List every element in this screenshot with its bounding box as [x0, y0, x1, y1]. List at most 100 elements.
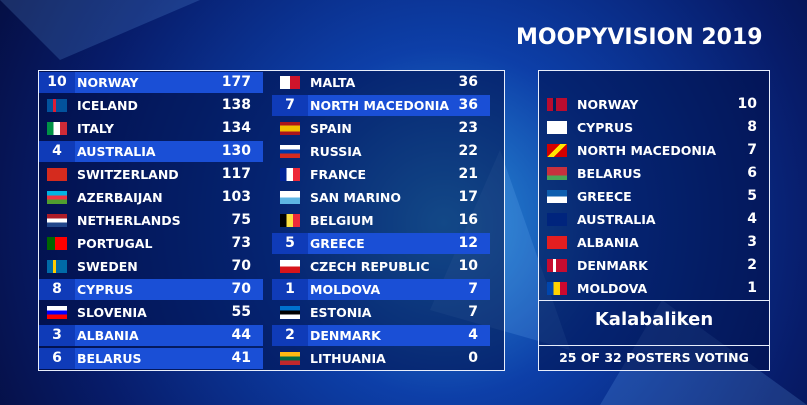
result-row: NETHERLANDS 75 [39, 210, 263, 231]
country-name: NORWAY [77, 75, 139, 90]
bg-shape [0, 0, 200, 60]
result-row: ITALY 134 [39, 118, 263, 139]
vote-points: 1 [747, 280, 757, 296]
points-awarded: 10 [39, 72, 75, 93]
country-name: NORTH MACEDONIA [310, 98, 450, 113]
result-row: FRANCE 21 [272, 164, 490, 185]
total-score: 17 [458, 189, 478, 205]
country-name: LITHUANIA [310, 351, 386, 366]
flag [547, 167, 567, 180]
result-row: 1 MOLDOVA 7 [272, 279, 490, 300]
country-name: MALTA [310, 75, 356, 90]
result-row: SWEDEN 70 [39, 256, 263, 277]
flag [47, 237, 67, 250]
flag [280, 76, 300, 89]
result-row: BELGIUM 16 [272, 210, 490, 231]
total-score: 4 [468, 327, 478, 343]
points-awarded: 7 [272, 95, 308, 116]
country-name: GREECE [577, 189, 632, 204]
country-name: CYPRUS [77, 282, 134, 297]
country-name: CZECH REPUBLIC [310, 259, 430, 274]
vote-row: GREECE 5 [539, 186, 769, 207]
vote-points: 2 [747, 257, 757, 273]
voting-status: 25 OF 32 POSTERS VOTING [559, 350, 749, 365]
country-name: NETHERLANDS [77, 213, 181, 228]
vote-row: NORWAY 10 [539, 94, 769, 115]
voter-name: Kalabaliken [594, 309, 714, 330]
flag [280, 191, 300, 204]
flag [547, 144, 567, 157]
flag [547, 213, 567, 226]
flag [47, 260, 67, 273]
total-score: 44 [231, 327, 251, 343]
vote-points: 3 [747, 234, 757, 250]
country-name: SWEDEN [77, 259, 138, 274]
total-score: 22 [458, 143, 478, 159]
total-score: 36 [458, 97, 478, 113]
flag [547, 259, 567, 272]
country-name: NORWAY [577, 97, 639, 112]
votes-panel: Kalabaliken 25 OF 32 POSTERS VOTING NORW… [538, 70, 770, 371]
total-score: 117 [221, 166, 251, 182]
country-name: MOLDOVA [310, 282, 381, 297]
country-name: ESTONIA [310, 305, 372, 320]
country-name: AUSTRALIA [577, 212, 656, 227]
title: MOOPYVISION 2019 [516, 25, 763, 50]
result-row: RUSSIA 22 [272, 141, 490, 162]
result-row: SLOVENIA 55 [39, 302, 263, 323]
vote-points: 5 [747, 188, 757, 204]
points-awarded: 2 [272, 325, 308, 346]
result-row: 8 CYPRUS 70 [39, 279, 263, 300]
country-name: PORTUGAL [77, 236, 153, 251]
flag [47, 99, 67, 112]
flag [547, 121, 567, 134]
country-name: FRANCE [310, 167, 367, 182]
total-score: 10 [458, 258, 478, 274]
points-awarded: 8 [39, 279, 75, 300]
result-row: 3 ALBANIA 44 [39, 325, 263, 346]
country-name: ALBANIA [77, 328, 139, 343]
country-name: SPAIN [310, 121, 352, 136]
country-name: ICELAND [77, 98, 138, 113]
country-name: ITALY [77, 121, 114, 136]
result-row: 10 NORWAY 177 [39, 72, 263, 93]
total-score: 0 [468, 350, 478, 366]
total-score: 130 [221, 143, 251, 159]
flag [547, 236, 567, 249]
country-name: RUSSIA [310, 144, 362, 159]
flag [280, 214, 300, 227]
total-score: 7 [468, 304, 478, 320]
vote-points: 10 [737, 96, 757, 112]
country-name: NORTH MACEDONIA [577, 143, 717, 158]
flag [547, 190, 567, 203]
total-score: 103 [221, 189, 251, 205]
result-row: MALTA 36 [272, 72, 490, 93]
country-name: DENMARK [577, 258, 648, 273]
vote-row: MOLDOVA 1 [539, 278, 769, 299]
divider [539, 300, 769, 301]
total-score: 41 [231, 350, 251, 366]
country-name: SWITZERLAND [77, 167, 179, 182]
flag [280, 168, 300, 181]
country-name: SAN MARINO [310, 190, 401, 205]
country-name: CYPRUS [577, 120, 634, 135]
country-name: MOLDOVA [577, 281, 648, 296]
flag [47, 168, 67, 181]
flag [280, 145, 300, 158]
result-row: SAN MARINO 17 [272, 187, 490, 208]
total-score: 23 [458, 120, 478, 136]
total-score: 70 [231, 258, 251, 274]
total-score: 177 [221, 74, 251, 90]
total-score: 36 [458, 74, 478, 90]
flag [47, 122, 67, 135]
result-row: ICELAND 138 [39, 95, 263, 116]
divider [539, 345, 769, 346]
total-score: 70 [231, 281, 251, 297]
points-awarded: 5 [272, 233, 308, 254]
vote-row: BELARUS 6 [539, 163, 769, 184]
vote-row: CYPRUS 8 [539, 117, 769, 138]
country-name: BELGIUM [310, 213, 374, 228]
result-row: 6 BELARUS 41 [39, 348, 263, 369]
flag [47, 214, 67, 227]
